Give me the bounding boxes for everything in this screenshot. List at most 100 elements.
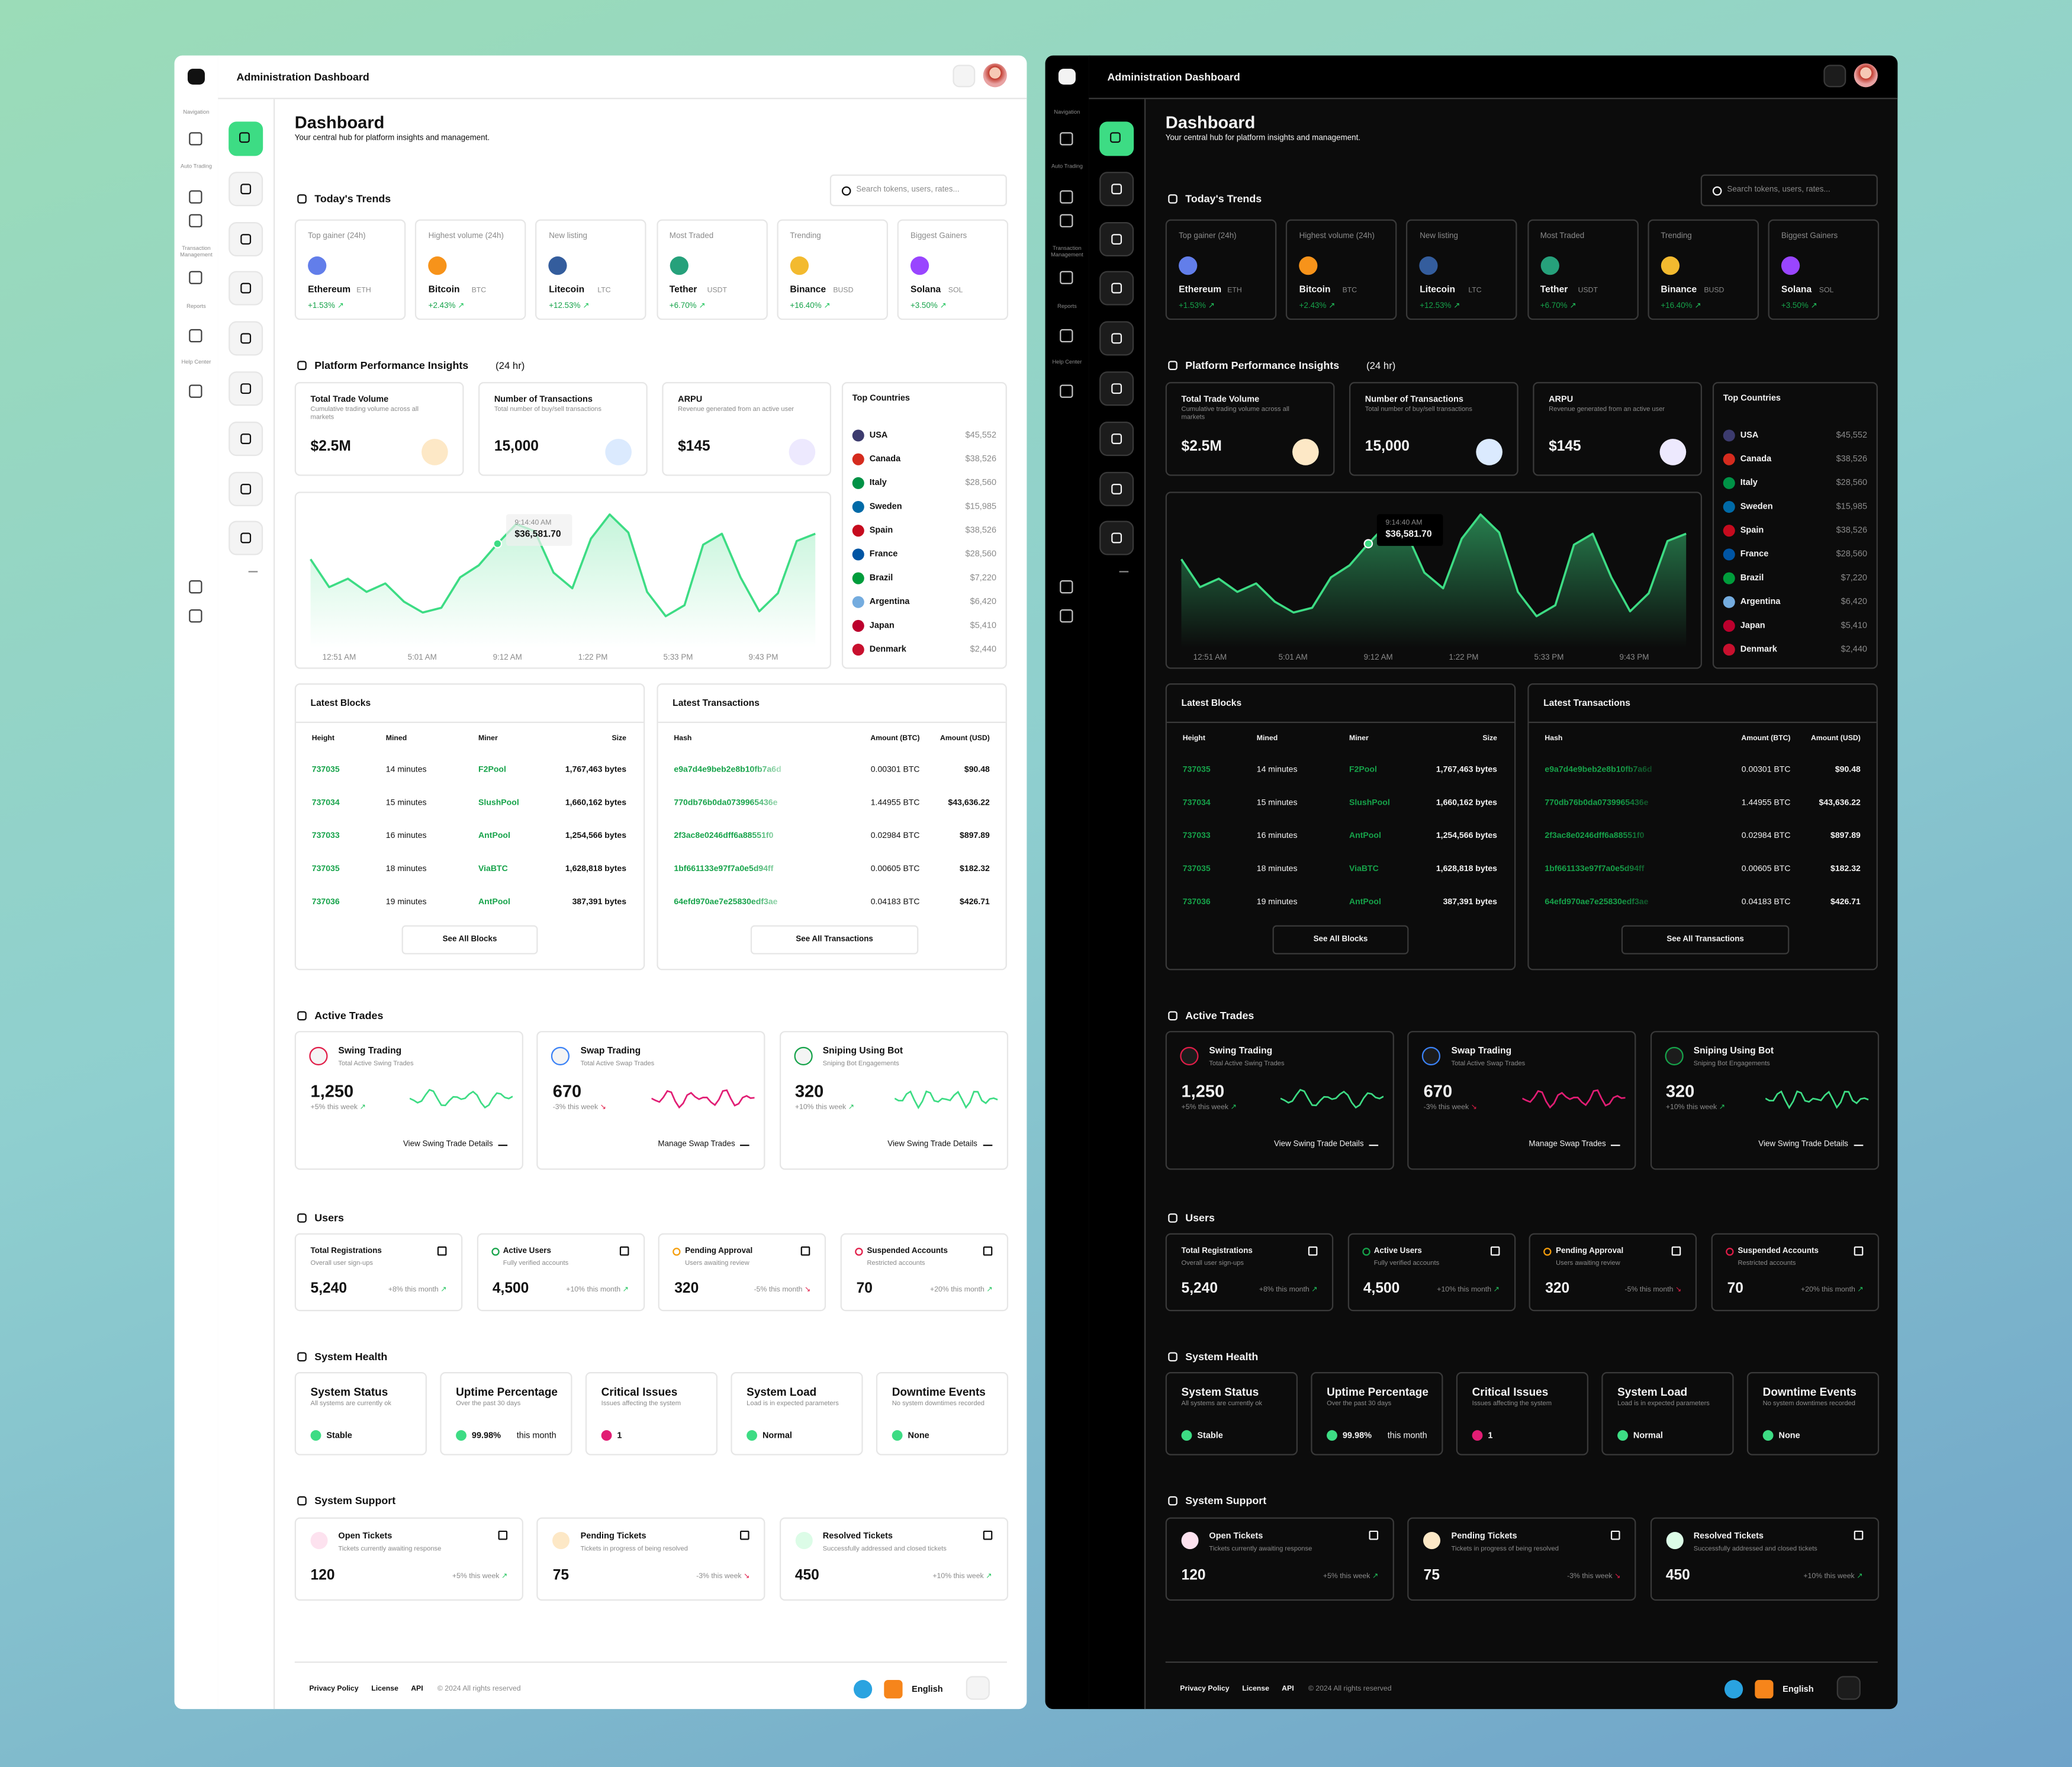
footer-link[interactable]: API xyxy=(1282,1685,1294,1694)
avatar[interactable] xyxy=(983,63,1007,88)
nav-button[interactable] xyxy=(229,222,263,257)
search-box[interactable]: Search tokens, users, rates... xyxy=(1700,174,1878,207)
cell: AntPool xyxy=(1349,831,1381,841)
external-link[interactable] xyxy=(1854,1246,1864,1256)
external-link[interactable] xyxy=(801,1246,811,1256)
see-all-blocks[interactable]: See All Blocks xyxy=(401,925,538,955)
countries-title: Top Countries xyxy=(852,394,910,403)
change: -3% this week xyxy=(1424,1104,1477,1111)
trade-value: 670 xyxy=(552,1081,582,1101)
nav-button[interactable] xyxy=(229,271,263,306)
nav-button[interactable] xyxy=(229,521,263,555)
header-title: Administration Dashboard xyxy=(1107,71,1240,83)
footer-link[interactable]: License xyxy=(371,1685,398,1694)
footer-link[interactable]: Privacy Policy xyxy=(309,1685,359,1694)
trade-link[interactable]: View Swing Trade Details xyxy=(1758,1140,1848,1149)
see-all-blocks[interactable]: See All Blocks xyxy=(1272,925,1409,955)
health-desc: Over the past 30 days xyxy=(456,1399,521,1408)
health-title: Critical Issues xyxy=(601,1385,678,1399)
header-bar xyxy=(1089,55,1898,99)
trade-link[interactable]: View Swing Trade Details xyxy=(887,1140,977,1149)
footer-link[interactable]: Privacy Policy xyxy=(1180,1685,1230,1694)
notification-button[interactable] xyxy=(953,65,976,88)
metamask-icon[interactable] xyxy=(884,1680,903,1699)
external-link[interactable] xyxy=(498,1530,508,1540)
status-dot xyxy=(1762,1430,1774,1441)
health-desc: Load is in expected parameters xyxy=(1617,1399,1710,1408)
nav-button[interactable] xyxy=(229,422,263,457)
nav-button[interactable] xyxy=(1099,172,1134,207)
section-suffix: (24 hr) xyxy=(496,359,525,372)
notification-button[interactable] xyxy=(1823,65,1846,88)
nav-button[interactable] xyxy=(1099,422,1134,457)
external-link[interactable] xyxy=(437,1246,447,1256)
nav-button[interactable] xyxy=(1099,471,1134,506)
language[interactable]: English xyxy=(912,1685,943,1695)
page-subtitle: Your central hub for platform insights a… xyxy=(1165,134,1361,143)
collapse-arrow[interactable] xyxy=(248,571,258,573)
country-flag xyxy=(1723,548,1735,561)
trade-link[interactable]: View Swing Trade Details xyxy=(1273,1140,1364,1149)
cell: $43,636.22 xyxy=(1819,798,1861,808)
rail-icon xyxy=(1060,609,1073,623)
collapse-arrow[interactable] xyxy=(1119,571,1129,573)
footer-link[interactable]: API xyxy=(411,1685,423,1694)
support-title: Pending Tickets xyxy=(580,1532,646,1541)
stat-value: $145 xyxy=(1549,439,1581,455)
language[interactable]: English xyxy=(1783,1685,1814,1695)
country-flag xyxy=(852,429,864,442)
external-link[interactable] xyxy=(619,1246,629,1256)
cell: 387,391 bytes xyxy=(572,897,627,907)
nav-button[interactable] xyxy=(1099,321,1134,356)
coin-change: +6.70% xyxy=(670,301,706,310)
external-link[interactable] xyxy=(983,1246,993,1256)
trade-link[interactable]: Manage Swap Trades xyxy=(1529,1140,1606,1149)
nav-button[interactable] xyxy=(1099,121,1134,156)
telegram-icon[interactable] xyxy=(1724,1680,1743,1699)
external-link[interactable] xyxy=(1853,1530,1863,1540)
external-link[interactable] xyxy=(1611,1530,1621,1540)
country-name: Sweden xyxy=(1740,502,1773,512)
x-label: 5:01 AM xyxy=(407,654,437,663)
nav-button[interactable] xyxy=(229,321,263,356)
metamask-icon[interactable] xyxy=(1755,1680,1774,1699)
coin-icon xyxy=(1179,256,1198,275)
search-box[interactable]: Search tokens, users, rates... xyxy=(829,174,1007,207)
see-all-transactions[interactable]: See All Transactions xyxy=(750,925,919,955)
cell: F2Pool xyxy=(478,765,506,775)
telegram-icon[interactable] xyxy=(853,1680,873,1699)
x-label: 5:33 PM xyxy=(1534,654,1564,663)
coin-symbol: ETH xyxy=(1227,287,1242,295)
health-title: System Status xyxy=(1181,1385,1259,1399)
trade-link[interactable]: View Swing Trade Details xyxy=(403,1140,493,1149)
nav-button[interactable] xyxy=(229,371,263,406)
nav-button[interactable] xyxy=(1099,371,1134,406)
external-link[interactable] xyxy=(740,1530,750,1540)
cell: $897.89 xyxy=(960,831,990,841)
nav-button[interactable] xyxy=(229,471,263,506)
nav-button[interactable] xyxy=(229,121,263,156)
nav-button[interactable] xyxy=(1099,271,1134,306)
avatar[interactable] xyxy=(1854,63,1878,88)
country-flag xyxy=(1723,477,1735,489)
nav-button[interactable] xyxy=(1099,521,1134,555)
external-link[interactable] xyxy=(1490,1246,1500,1256)
external-link[interactable] xyxy=(1369,1530,1379,1540)
theme-toggle[interactable] xyxy=(966,1676,990,1700)
footer-link[interactable]: License xyxy=(1242,1685,1269,1694)
health-desc: All systems are currently ok xyxy=(1181,1399,1263,1408)
external-link[interactable] xyxy=(1672,1246,1682,1256)
external-link[interactable] xyxy=(982,1530,992,1540)
see-all-transactions[interactable]: See All Transactions xyxy=(1621,925,1790,955)
nav-button[interactable] xyxy=(1099,222,1134,257)
nav-button[interactable] xyxy=(229,172,263,207)
trade-desc: Total Active Swap Trades xyxy=(580,1060,655,1068)
cell: $90.48 xyxy=(1835,765,1861,775)
coin-symbol: SOL xyxy=(1819,287,1834,295)
theme-toggle[interactable] xyxy=(1836,1676,1861,1700)
external-link[interactable] xyxy=(1308,1246,1318,1256)
trade-link[interactable]: Manage Swap Trades xyxy=(658,1140,735,1149)
support-value: 120 xyxy=(310,1567,335,1584)
footer-line xyxy=(294,1661,1007,1663)
coin-icon xyxy=(1420,256,1439,275)
